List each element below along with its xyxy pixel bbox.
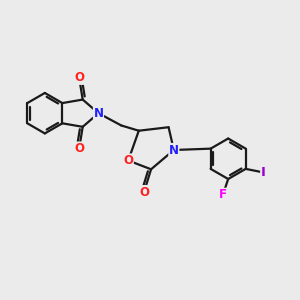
Text: O: O <box>74 71 84 84</box>
Text: N: N <box>94 107 103 120</box>
Text: F: F <box>219 188 227 201</box>
Text: O: O <box>123 154 133 167</box>
Text: O: O <box>139 186 149 199</box>
Text: O: O <box>74 142 84 155</box>
Text: N: N <box>169 143 179 157</box>
Text: I: I <box>261 166 266 179</box>
